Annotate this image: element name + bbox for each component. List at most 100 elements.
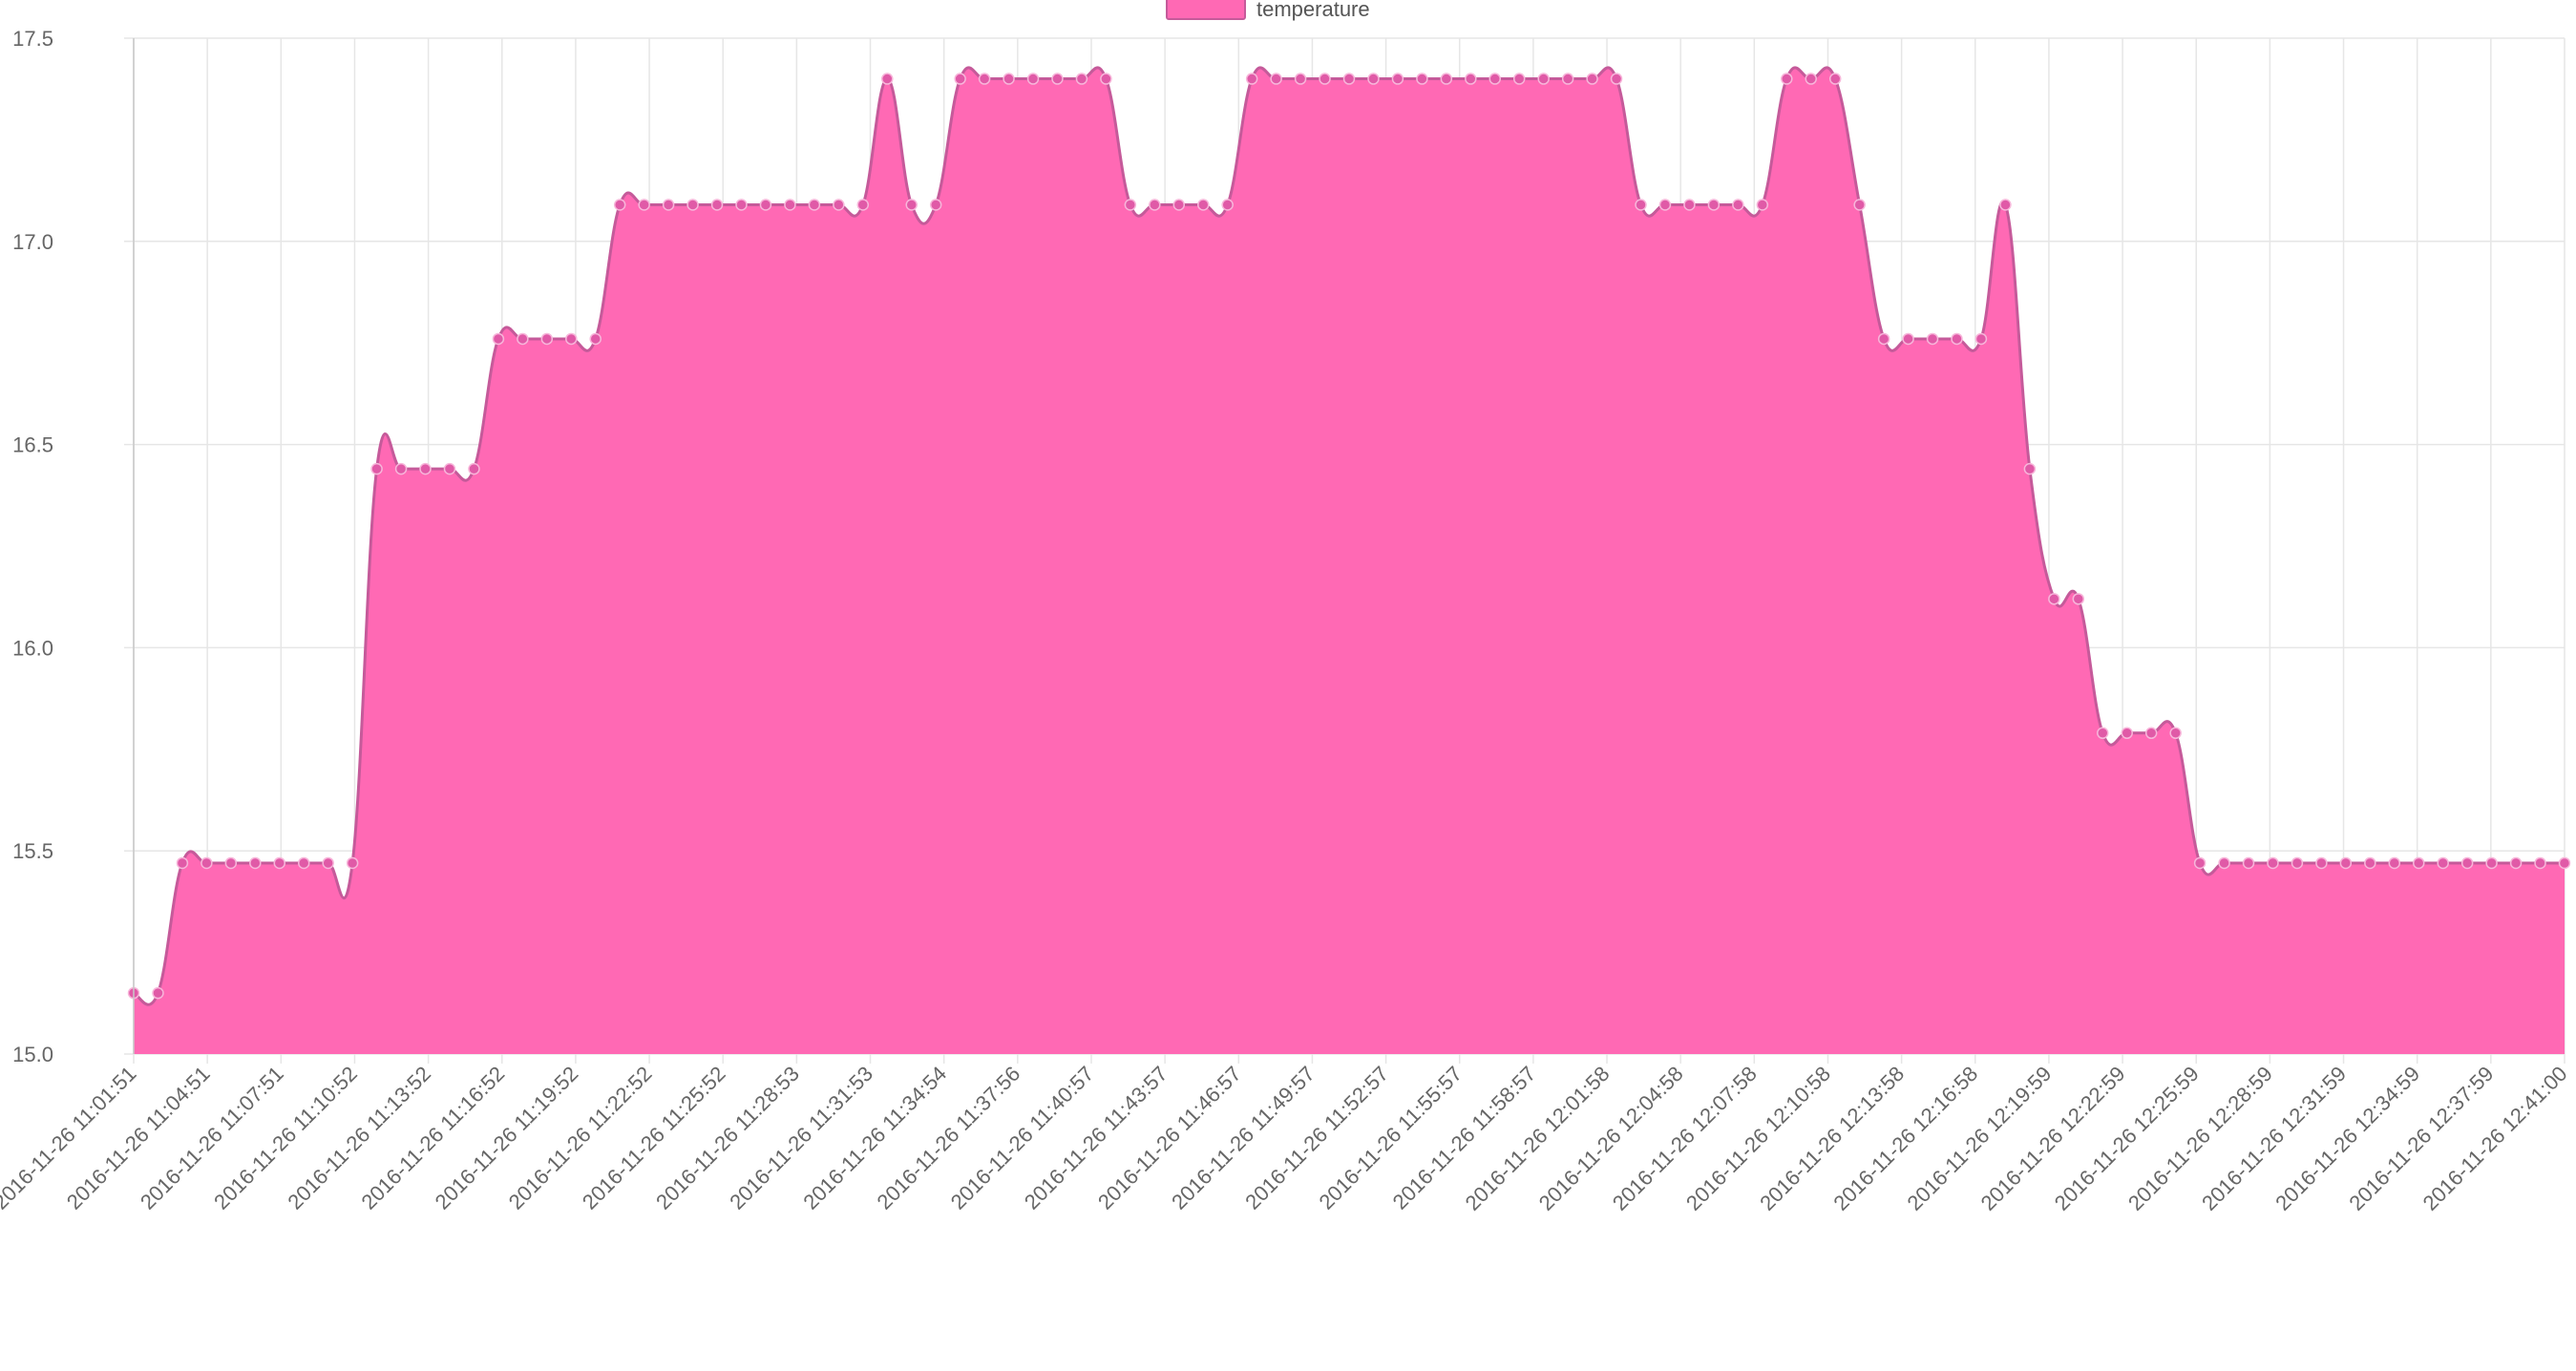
data-point[interactable]: [1465, 73, 1477, 85]
data-point[interactable]: [176, 856, 189, 870]
data-point[interactable]: [808, 199, 821, 211]
data-point[interactable]: [152, 986, 164, 1000]
data-point[interactable]: [468, 462, 480, 475]
data-point[interactable]: [2242, 856, 2255, 870]
data-point[interactable]: [856, 199, 870, 211]
data-point[interactable]: [881, 73, 894, 85]
data-point[interactable]: [2193, 856, 2206, 870]
data-point[interactable]: [613, 199, 626, 211]
data-point[interactable]: [1877, 332, 1890, 346]
data-point[interactable]: [1732, 199, 1744, 211]
data-point[interactable]: [1026, 73, 1040, 85]
data-point[interactable]: [492, 332, 505, 346]
data-point[interactable]: [540, 332, 554, 346]
data-point[interactable]: [224, 856, 238, 870]
data-point[interactable]: [954, 73, 966, 85]
data-point[interactable]: [1149, 199, 1161, 211]
data-point[interactable]: [1294, 73, 1307, 85]
data-point[interactable]: [322, 856, 334, 870]
data-point[interactable]: [201, 856, 213, 870]
data-point[interactable]: [2364, 856, 2376, 870]
data-point[interactable]: [249, 856, 262, 870]
legend-label[interactable]: temperature: [1256, 0, 1370, 21]
data-point[interactable]: [2534, 856, 2546, 870]
data-point[interactable]: [517, 332, 529, 346]
data-point[interactable]: [443, 462, 456, 475]
data-point[interactable]: [1999, 199, 2012, 211]
data-point[interactable]: [686, 199, 699, 211]
legend[interactable]: temperature: [1166, 0, 1370, 21]
data-point[interactable]: [1610, 73, 1623, 85]
data-point[interactable]: [1489, 73, 1502, 85]
data-point[interactable]: [1586, 73, 1598, 85]
data-point[interactable]: [273, 856, 286, 870]
data-point[interactable]: [1319, 73, 1331, 85]
data-point[interactable]: [2460, 856, 2474, 870]
data-point[interactable]: [1512, 73, 1526, 85]
data-point[interactable]: [833, 199, 845, 211]
data-point[interactable]: [784, 199, 796, 211]
data-point[interactable]: [394, 462, 408, 475]
data-point[interactable]: [1440, 73, 1453, 85]
data-point[interactable]: [2267, 856, 2279, 870]
data-point[interactable]: [2509, 856, 2523, 870]
data-point[interactable]: [1902, 332, 1914, 346]
data-point[interactable]: [1537, 73, 1550, 85]
data-point[interactable]: [346, 856, 359, 870]
data-point[interactable]: [929, 199, 942, 211]
data-point[interactable]: [1075, 73, 1088, 85]
data-point[interactable]: [2558, 856, 2571, 870]
data-point[interactable]: [2339, 856, 2353, 870]
data-point[interactable]: [1707, 199, 1721, 211]
data-point[interactable]: [565, 332, 578, 346]
data-point[interactable]: [2388, 856, 2401, 870]
data-point[interactable]: [2412, 856, 2425, 870]
data-point[interactable]: [419, 462, 432, 475]
data-point[interactable]: [1342, 73, 1356, 85]
data-point[interactable]: [905, 199, 918, 211]
data-point[interactable]: [1051, 73, 1064, 85]
data-point[interactable]: [2315, 856, 2328, 870]
data-point[interactable]: [735, 199, 748, 211]
data-point[interactable]: [589, 332, 602, 346]
data-point[interactable]: [1805, 73, 1817, 85]
data-point[interactable]: [370, 462, 383, 475]
data-point[interactable]: [2048, 593, 2060, 605]
data-point[interactable]: [1561, 73, 1574, 85]
data-point[interactable]: [1100, 73, 1112, 85]
data-point[interactable]: [2072, 593, 2085, 605]
data-point[interactable]: [297, 856, 310, 870]
data-point[interactable]: [1416, 73, 1428, 85]
data-point[interactable]: [759, 199, 772, 211]
data-point[interactable]: [978, 73, 991, 85]
data-point[interactable]: [1196, 199, 1210, 211]
data-point[interactable]: [1853, 199, 1866, 211]
data-point[interactable]: [1172, 199, 1186, 211]
data-point[interactable]: [662, 199, 675, 211]
data-point[interactable]: [1756, 199, 1769, 211]
data-point[interactable]: [1270, 73, 1282, 85]
data-point[interactable]: [1003, 73, 1015, 85]
data-point[interactable]: [1951, 332, 1963, 346]
data-point[interactable]: [1658, 199, 1672, 211]
data-point[interactable]: [2218, 856, 2230, 870]
data-point[interactable]: [1391, 73, 1404, 85]
data-point[interactable]: [710, 199, 724, 211]
data-point[interactable]: [1828, 73, 1842, 85]
data-point[interactable]: [1245, 73, 1258, 85]
data-point[interactable]: [1974, 332, 1988, 346]
data-point[interactable]: [2121, 727, 2133, 740]
data-point[interactable]: [2097, 727, 2109, 740]
legend-swatch[interactable]: [1166, 0, 1246, 20]
data-point[interactable]: [1124, 199, 1137, 211]
data-point[interactable]: [2437, 856, 2449, 870]
data-point[interactable]: [1926, 332, 1939, 346]
data-point[interactable]: [1367, 73, 1380, 85]
data-point[interactable]: [2169, 727, 2182, 740]
data-point[interactable]: [2291, 856, 2304, 870]
data-point[interactable]: [2144, 727, 2158, 740]
data-point[interactable]: [1221, 199, 1234, 211]
data-point[interactable]: [1635, 199, 1647, 211]
data-point[interactable]: [1781, 73, 1793, 85]
data-point[interactable]: [2485, 856, 2498, 870]
